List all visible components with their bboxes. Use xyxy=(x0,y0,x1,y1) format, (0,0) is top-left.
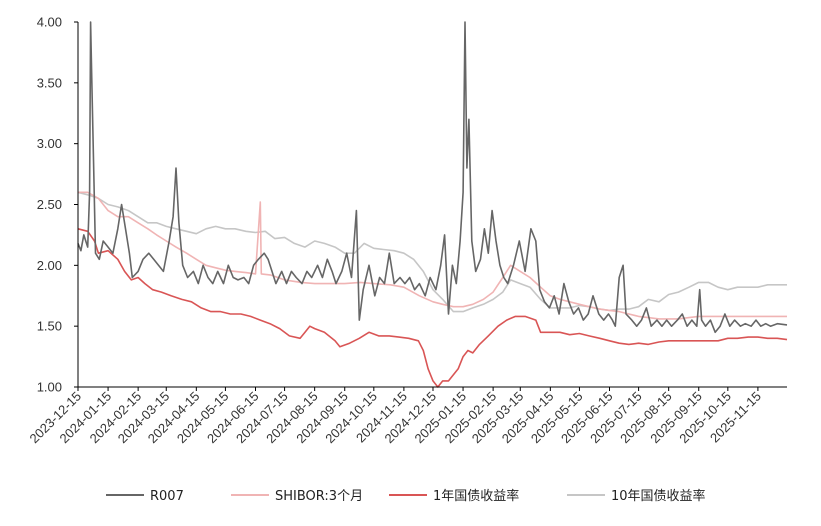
legend-item-3: 10年国债收益率 xyxy=(567,488,706,504)
y-tick-label: 2.50 xyxy=(37,197,62,212)
y-tick-label: 3.50 xyxy=(37,75,62,90)
legend-item-0: R007 xyxy=(106,489,184,504)
series-layer xyxy=(77,21,788,388)
axes: 1.001.502.002.503.003.504.002023-12-1520… xyxy=(26,15,787,446)
legend-label: 1年国债收益率 xyxy=(433,488,519,504)
legend-label: 10年国债收益率 xyxy=(611,488,706,504)
series-line-0 xyxy=(77,21,788,334)
series-line-2 xyxy=(77,228,788,388)
y-tick-label: 3.00 xyxy=(37,136,62,151)
series-line-1 xyxy=(78,191,787,320)
y-tick-label: 1.50 xyxy=(37,319,62,334)
legend-item-2: 1年国债收益率 xyxy=(389,488,519,504)
legend: R007 SHIBOR:3个月 1年国债收益率 10年国债收益率 xyxy=(106,488,706,504)
legend-item-1: SHIBOR:3个月 xyxy=(231,489,363,504)
y-tick-label: 2.00 xyxy=(37,258,62,273)
legend-label: SHIBOR:3个月 xyxy=(275,489,363,504)
y-tick-label: 1.00 xyxy=(37,380,62,395)
legend-label: R007 xyxy=(150,489,184,504)
y-tick-label: 4.00 xyxy=(37,15,62,30)
series-line-3 xyxy=(77,191,787,313)
